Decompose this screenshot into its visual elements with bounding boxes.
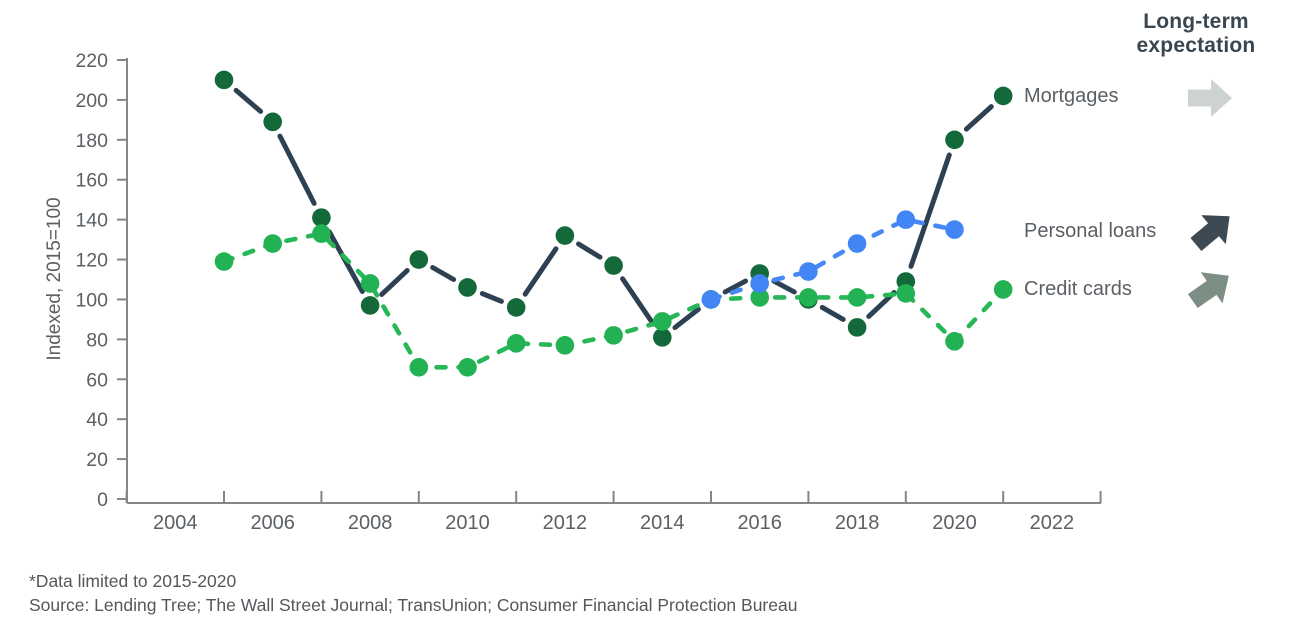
svg-text:180: 180 <box>75 130 108 152</box>
footnote-source: Source: Lending Tree; The Wall Street Jo… <box>29 595 798 615</box>
svg-text:2014: 2014 <box>640 512 685 534</box>
svg-text:20: 20 <box>86 449 108 471</box>
svg-text:220: 220 <box>75 50 108 72</box>
svg-text:160: 160 <box>75 170 108 192</box>
svg-text:2010: 2010 <box>445 512 490 534</box>
footnote-data-note: *Data limited to 2015-2020 <box>29 571 237 591</box>
expectation-arrow-credit-cards <box>1187 272 1229 309</box>
svg-text:2022: 2022 <box>1030 512 1075 534</box>
svg-text:120: 120 <box>75 250 108 272</box>
expectation-arrow-personal-loans <box>1190 215 1230 252</box>
svg-text:2004: 2004 <box>153 512 198 534</box>
legend-personal-loans-label: Personal loans <box>1024 220 1157 242</box>
svg-text:200: 200 <box>75 90 108 112</box>
svg-text:40: 40 <box>86 409 108 431</box>
svg-text:2016: 2016 <box>737 512 782 534</box>
svg-text:100: 100 <box>75 289 108 311</box>
svg-text:2012: 2012 <box>543 512 588 534</box>
legend-mortgages-label: Mortgages <box>1024 85 1119 107</box>
chart-title-line2: expectation <box>1136 34 1256 58</box>
svg-text:2020: 2020 <box>932 512 977 534</box>
svg-text:2018: 2018 <box>835 512 880 534</box>
svg-text:60: 60 <box>86 369 108 391</box>
svg-text:2006: 2006 <box>250 512 295 534</box>
svg-text:80: 80 <box>86 329 108 351</box>
legend-credit-cards-label: Credit cards <box>1024 278 1132 300</box>
chart-title: Long-term expectation <box>1126 10 1266 58</box>
svg-text:2008: 2008 <box>348 512 393 534</box>
svg-text:140: 140 <box>75 210 108 232</box>
y-axis-title: Indexed, 2015=100 <box>44 197 65 361</box>
chart-title-line1: Long-term <box>1143 10 1249 33</box>
expectation-arrow-mortgages <box>1188 79 1232 117</box>
svg-text:0: 0 <box>97 489 108 511</box>
